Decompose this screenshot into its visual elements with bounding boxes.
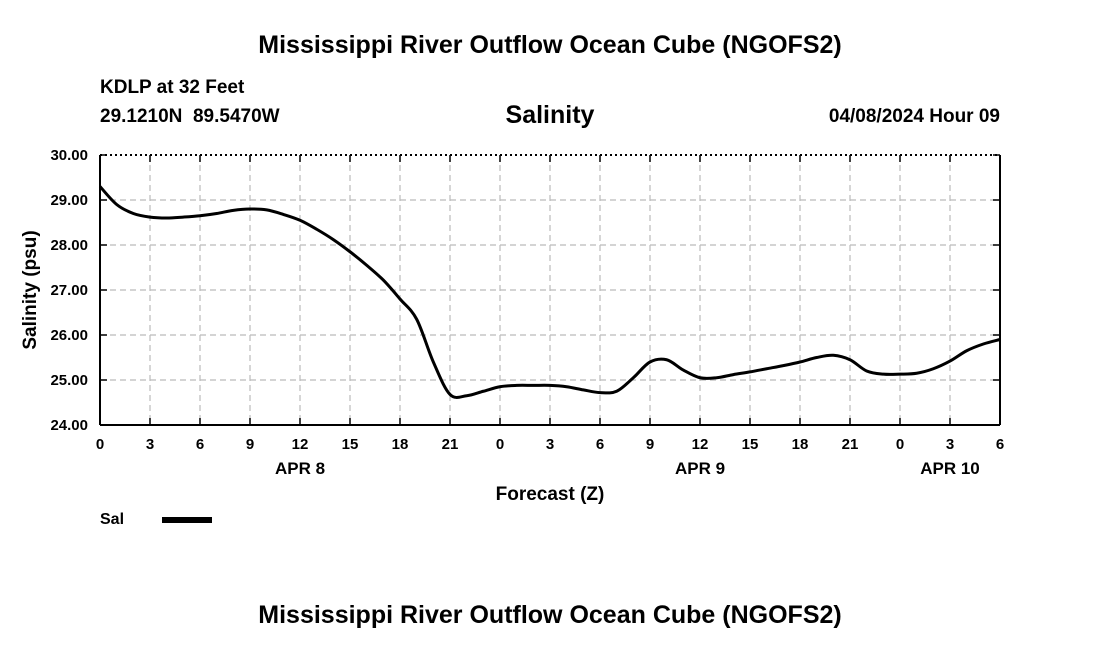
x-tick-label: 15 <box>742 436 759 453</box>
x-tick-label: 6 <box>596 436 604 453</box>
x-tick-label: 9 <box>646 436 654 453</box>
x-date-label: APR 9 <box>675 459 725 478</box>
coordinates-label: 29.1210N 89.5470W <box>100 106 280 127</box>
x-tick-label: 12 <box>292 436 309 453</box>
y-tick-label: 26.00 <box>50 327 88 344</box>
x-tick-label: 9 <box>246 436 254 453</box>
x-tick-label: 18 <box>792 436 809 453</box>
x-axis-title: Forecast (Z) <box>496 484 605 505</box>
y-tick-label: 27.00 <box>50 282 88 299</box>
y-tick-label: 25.00 <box>50 372 88 389</box>
x-tick-label: 12 <box>692 436 709 453</box>
x-tick-label: 18 <box>392 436 409 453</box>
chart-main-title: Mississippi River Outflow Ocean Cube (NG… <box>258 31 842 59</box>
chart-subtitle: Salinity <box>505 101 595 129</box>
x-tick-label: 6 <box>196 436 204 453</box>
x-tick-label: 3 <box>546 436 554 453</box>
x-tick-label: 15 <box>342 436 359 453</box>
x-tick-label: 21 <box>442 436 459 453</box>
x-date-label: APR 10 <box>920 459 980 478</box>
x-tick-label: 3 <box>946 436 954 453</box>
x-tick-label: 0 <box>896 436 904 453</box>
legend-swatch <box>162 517 212 523</box>
x-tick-label: 0 <box>496 436 504 453</box>
legend-label: Sal <box>100 511 125 528</box>
y-tick-label: 28.00 <box>50 237 88 254</box>
x-tick-label: 6 <box>996 436 1004 453</box>
x-tick-label: 21 <box>842 436 859 453</box>
x-tick-label: 3 <box>146 436 154 453</box>
forecast-datetime: 04/08/2024 Hour 09 <box>828 106 1000 127</box>
y-tick-label: 24.00 <box>50 417 88 434</box>
footer-title: Mississippi River Outflow Ocean Cube (NG… <box>258 601 842 629</box>
y-axis-title: Salinity (psu) <box>20 230 41 349</box>
station-label: KDLP at 32 Feet <box>100 77 245 98</box>
y-tick-label: 30.00 <box>50 147 88 164</box>
x-tick-label: 0 <box>96 436 104 453</box>
series-line-sal <box>98 185 1001 399</box>
x-date-label: APR 8 <box>275 459 325 478</box>
y-tick-label: 29.00 <box>50 192 88 209</box>
